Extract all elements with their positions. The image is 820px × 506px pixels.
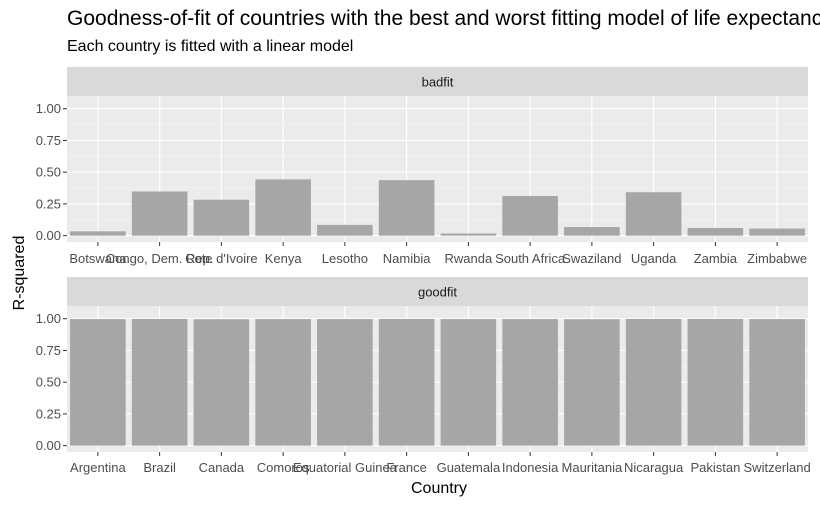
- bar: [317, 224, 373, 236]
- bar: [70, 319, 126, 446]
- panel-goodfit: goodfit 0.00 0.25 0.50 0.75 1.00 Argentina Braz…: [36, 277, 811, 475]
- y-tick-label: 0.25: [36, 406, 61, 421]
- bar: [131, 318, 188, 446]
- x-tick-label: Zimbabwe: [747, 251, 807, 266]
- bar: [378, 318, 435, 446]
- x-tick-label: Uganda: [631, 251, 677, 266]
- chart-subtitle: Each country is fitted with a linear mod…: [67, 38, 354, 55]
- x-tick-label: Nicaragua: [624, 460, 684, 475]
- x-tick-label: Brazil: [143, 460, 176, 475]
- x-tick-label: Argentina: [70, 460, 126, 475]
- y-tick-label: 1.00: [36, 101, 61, 116]
- x-tick-label: Guatemala: [437, 460, 501, 475]
- bar: [502, 319, 558, 446]
- bar: [255, 319, 311, 446]
- y-axis-title: R-squared: [11, 236, 28, 311]
- x-tick-label: Switzerland: [744, 460, 811, 475]
- x-tick-label: Canada: [199, 460, 245, 475]
- x-tick-label: Cote d'Ivoire: [185, 251, 258, 266]
- y-tick-label: 0.00: [36, 438, 61, 453]
- x-tick-label: Kenya: [265, 251, 303, 266]
- bar: [70, 231, 126, 236]
- y-tick-label: 0.50: [36, 165, 61, 180]
- bar: [564, 227, 620, 236]
- bar: [687, 318, 744, 446]
- x-tick-label: Pakistan: [690, 460, 740, 475]
- panel-badfit: badfit 0.00 0.25 0.50 0.75 1.00 BotswanaCongo,…: [36, 67, 808, 266]
- facet-strip-label: badfit: [422, 75, 454, 90]
- x-tick-label: Zambia: [694, 251, 738, 266]
- x-tick-label: South Africa: [495, 251, 566, 266]
- bar: [749, 228, 805, 236]
- bar: [564, 319, 620, 446]
- x-tick-label: Rwanda: [445, 251, 493, 266]
- bar: [193, 199, 250, 236]
- x-tick-label: Mauritania: [562, 460, 623, 475]
- chart-title: Goodness-of-fit of countries with the be…: [67, 7, 820, 30]
- panel-background: [67, 306, 808, 452]
- y-tick-label: 0.25: [36, 196, 61, 211]
- bar: [625, 318, 682, 446]
- bar: [131, 191, 188, 236]
- y-tick-label: 0.75: [36, 133, 61, 148]
- bar: [378, 180, 435, 236]
- bar: [502, 196, 558, 236]
- bar: [749, 319, 805, 446]
- facet-strip-label: goodfit: [418, 285, 457, 300]
- x-tick-label: Comoros: [257, 460, 310, 475]
- bar: [317, 319, 373, 446]
- x-tick-label: Lesotho: [322, 251, 368, 266]
- bar: [193, 319, 250, 446]
- y-tick-label: 0.75: [36, 343, 61, 358]
- x-tick-label: Namibia: [383, 251, 431, 266]
- facet-strip: [67, 277, 808, 306]
- y-tick-label: 0.50: [36, 375, 61, 390]
- bar: [687, 228, 744, 236]
- facet-strip: [67, 67, 808, 96]
- x-tick-label: Swaziland: [562, 251, 621, 266]
- bar: [440, 319, 497, 446]
- x-tick-label: France: [386, 460, 426, 475]
- x-axis-title: Country: [411, 480, 467, 497]
- panel-background: [67, 96, 808, 242]
- bar: [255, 179, 311, 236]
- x-tick-label: Botswana: [69, 251, 127, 266]
- bar: [625, 192, 682, 236]
- x-tick-label: Equatorial Guinea: [293, 460, 398, 475]
- bar: [440, 233, 497, 236]
- y-tick-label: 1.00: [36, 311, 61, 326]
- x-tick-label: Congo, Dem. Rep.: [106, 251, 214, 266]
- x-tick-label: Indonesia: [502, 460, 559, 475]
- y-tick-label: 0.00: [36, 228, 61, 243]
